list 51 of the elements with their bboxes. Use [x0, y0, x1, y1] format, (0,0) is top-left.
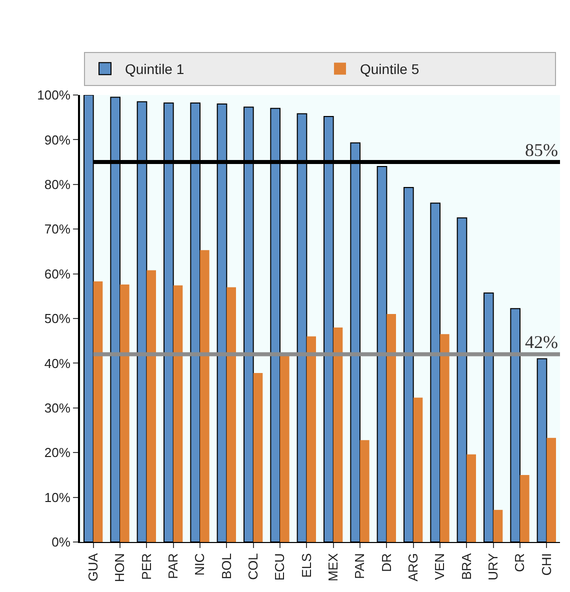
y-tick-label: 70%: [44, 222, 71, 237]
x-tick-label: MEX: [326, 552, 341, 582]
y-tick-label: 90%: [44, 132, 71, 148]
bar: [93, 281, 103, 542]
y-tick-label: 60%: [44, 266, 71, 282]
bar: [386, 314, 396, 542]
x-tick-label: ELS: [298, 552, 314, 578]
bar: [120, 284, 130, 542]
x-tick-label: NIC: [192, 553, 208, 576]
x-tick-label: HON: [112, 553, 128, 582]
x-tick-label: GUA: [86, 552, 101, 582]
y-tick-label: 80%: [44, 176, 71, 192]
y-tick-label: 30%: [44, 400, 71, 416]
bar: [466, 454, 476, 542]
x-tick-label: PER: [138, 553, 154, 580]
x-tick-label: VEN: [432, 553, 448, 580]
bar: [440, 334, 450, 542]
bar: [200, 250, 210, 542]
y-tick-label: 50%: [44, 311, 71, 326]
x-tick-label: BOL: [218, 553, 234, 580]
y-tick-label: 20%: [44, 445, 71, 460]
y-tick-label: 100%: [37, 88, 71, 103]
x-tick-label: URY: [486, 552, 501, 580]
bar: [520, 474, 530, 542]
x-tick-label: BRA: [458, 552, 474, 580]
bar: [226, 287, 236, 542]
bar: [253, 373, 263, 542]
x-tick-label: ARG: [406, 553, 421, 582]
bar: [546, 438, 556, 542]
legend-label: Quintile 1: [125, 61, 184, 78]
bar: [146, 270, 156, 542]
bar: [280, 355, 290, 542]
x-tick-label: CR: [512, 553, 528, 572]
x-tick-label: CHI: [538, 553, 554, 576]
y-tick-label: 0%: [52, 534, 71, 550]
x-tick-label: COL: [246, 553, 261, 580]
x-tick-label: PAR: [166, 553, 181, 579]
y-tick-label: 40%: [44, 356, 71, 371]
x-tick-label: DR: [378, 553, 394, 572]
legend-label: Quintile 5: [360, 61, 420, 78]
bar: [333, 327, 343, 542]
y-tick-label: 10%: [44, 490, 71, 505]
bar: [493, 510, 503, 542]
x-tick-label: PAN: [352, 553, 368, 579]
ref-line-label: 85%: [525, 140, 558, 160]
bar: [306, 336, 316, 542]
bar: [173, 285, 183, 542]
x-tick-label: ECU: [272, 553, 288, 581]
bar: [360, 440, 370, 542]
bar: [413, 398, 423, 542]
ref-line-label: 42%: [525, 332, 558, 352]
